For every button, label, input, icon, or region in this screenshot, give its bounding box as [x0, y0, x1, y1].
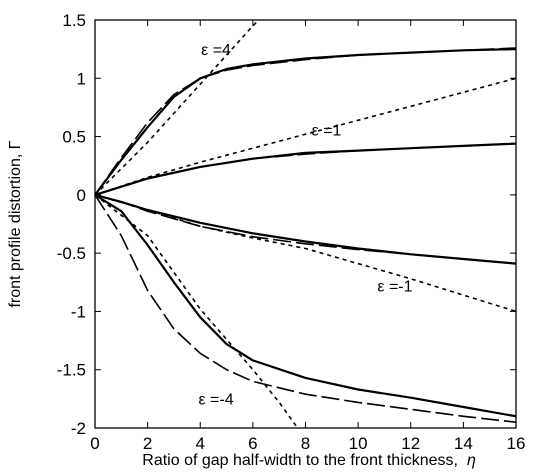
annotation-layer: ε =4 ε =1 ε =-1 ε =-4 [198, 42, 412, 409]
plot-frame [94, 19, 517, 429]
curve-annotation: ε =-4 [198, 392, 233, 409]
x-tick-label: 12 [401, 434, 420, 453]
tick-layer: 0 2 4 6 8 10 12 14 16 1.5 1 0.5 0 -0.5 -1 -1.5 -2 [57, 11, 526, 453]
y-tick-label: 1.5 [62, 11, 86, 30]
y-tick-label: -1.5 [57, 361, 86, 380]
series-line-8-dashed [95, 194, 516, 265]
y-tick-label: 0.5 [62, 128, 86, 147]
x-axis-symbol: η [467, 452, 476, 469]
series-line-2-dashed [95, 47, 516, 196]
x-tick-label: 6 [248, 434, 257, 453]
curve-annotation: ε =1 [312, 122, 342, 139]
x-tick-label: 14 [454, 434, 473, 453]
y-axis-label: front profile distortion, Γ [7, 140, 24, 307]
y-tick-label: 0 [77, 186, 86, 205]
x-tick-label: 2 [143, 434, 152, 453]
x-tick-label: 10 [349, 434, 368, 453]
series-line-7-solid [95, 193, 516, 265]
series-line-4-solid [95, 142, 516, 196]
x-tick-label: 16 [507, 434, 526, 453]
series-line-11-dashed [95, 194, 516, 423]
y-tick-label: -2 [71, 419, 86, 438]
x-tick-label: 4 [196, 434, 205, 453]
x-tick-label: 0 [90, 434, 99, 453]
y-tick-label: -1 [71, 302, 86, 321]
y-tick-label: 1 [77, 69, 86, 88]
series-line-3-dotted [95, 20, 260, 196]
series-layer [95, 20, 516, 428]
series-line-5-dashed [95, 142, 516, 196]
x-axis-label: Ratio of gap half-width to the front thi… [142, 452, 458, 469]
series-line-10-solid [95, 193, 516, 418]
series-line-1-solid [95, 48, 516, 196]
series-line-6-dotted [95, 77, 516, 196]
series-line-9-dotted [95, 194, 516, 313]
y-tick-label: -0.5 [57, 244, 86, 263]
curve-annotation: ε =-1 [377, 279, 412, 296]
x-tick-label: 8 [301, 434, 310, 453]
curve-annotation: ε =4 [201, 42, 231, 59]
